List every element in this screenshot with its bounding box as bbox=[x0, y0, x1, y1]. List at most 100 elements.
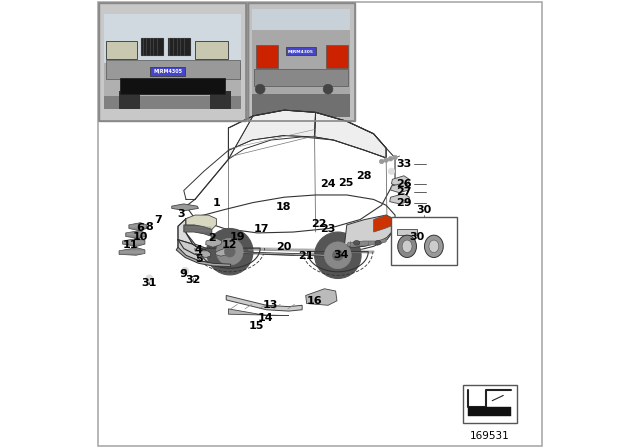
Polygon shape bbox=[306, 289, 337, 305]
Text: 23: 23 bbox=[321, 224, 336, 234]
Text: 10: 10 bbox=[132, 232, 148, 241]
Ellipse shape bbox=[424, 235, 444, 258]
Polygon shape bbox=[184, 225, 212, 237]
Text: 4: 4 bbox=[195, 245, 202, 255]
Polygon shape bbox=[468, 407, 511, 417]
Text: 22: 22 bbox=[311, 219, 327, 229]
Text: 29: 29 bbox=[396, 198, 412, 207]
Polygon shape bbox=[119, 248, 145, 255]
Bar bbox=[463, 385, 516, 423]
Text: 27: 27 bbox=[396, 187, 412, 197]
Polygon shape bbox=[348, 238, 386, 246]
Circle shape bbox=[216, 238, 243, 265]
Circle shape bbox=[183, 269, 187, 273]
Bar bbox=[248, 3, 355, 121]
Polygon shape bbox=[374, 215, 395, 232]
Ellipse shape bbox=[429, 240, 439, 253]
Ellipse shape bbox=[353, 241, 360, 245]
Bar bbox=[104, 15, 241, 109]
Circle shape bbox=[333, 250, 343, 261]
Circle shape bbox=[388, 156, 393, 161]
Text: M|RM4305: M|RM4305 bbox=[288, 49, 314, 53]
Circle shape bbox=[207, 228, 253, 275]
Text: 24: 24 bbox=[320, 179, 336, 189]
Bar bbox=[99, 3, 246, 121]
Circle shape bbox=[393, 155, 397, 159]
Polygon shape bbox=[129, 223, 147, 231]
Circle shape bbox=[315, 232, 361, 279]
Text: 20: 20 bbox=[276, 242, 291, 252]
Bar bbox=[195, 41, 228, 59]
Text: 34: 34 bbox=[333, 250, 349, 260]
Text: 33: 33 bbox=[396, 159, 412, 169]
Text: 1: 1 bbox=[212, 198, 220, 207]
Polygon shape bbox=[125, 231, 146, 238]
Circle shape bbox=[182, 267, 189, 275]
Circle shape bbox=[255, 84, 265, 94]
Polygon shape bbox=[215, 249, 230, 256]
Bar bbox=[150, 67, 185, 76]
Bar bbox=[104, 14, 241, 63]
Circle shape bbox=[384, 158, 388, 162]
Text: 13: 13 bbox=[262, 300, 278, 310]
Text: 25: 25 bbox=[338, 178, 353, 188]
Polygon shape bbox=[178, 240, 230, 265]
Bar bbox=[256, 45, 278, 68]
Text: 15: 15 bbox=[249, 321, 264, 331]
Bar bbox=[248, 3, 355, 121]
Text: 11: 11 bbox=[122, 241, 138, 250]
Text: 19: 19 bbox=[230, 232, 245, 241]
Circle shape bbox=[380, 159, 384, 164]
Polygon shape bbox=[205, 238, 221, 247]
Polygon shape bbox=[228, 252, 328, 256]
Bar bbox=[326, 45, 348, 68]
Bar bbox=[119, 91, 140, 109]
Bar bbox=[120, 78, 225, 95]
Text: 28: 28 bbox=[356, 171, 371, 181]
Text: 3: 3 bbox=[177, 209, 184, 219]
Polygon shape bbox=[172, 204, 198, 211]
Bar bbox=[390, 217, 457, 265]
Text: 18: 18 bbox=[276, 202, 291, 212]
Bar bbox=[106, 60, 239, 79]
Bar bbox=[252, 30, 350, 95]
Bar bbox=[168, 38, 189, 55]
Bar bbox=[252, 9, 350, 79]
Polygon shape bbox=[390, 194, 410, 204]
Bar bbox=[104, 96, 241, 109]
Circle shape bbox=[323, 84, 333, 94]
Circle shape bbox=[225, 246, 235, 257]
Text: 26: 26 bbox=[396, 179, 412, 189]
Polygon shape bbox=[200, 251, 211, 258]
Polygon shape bbox=[392, 176, 410, 186]
Circle shape bbox=[324, 242, 351, 269]
Polygon shape bbox=[186, 215, 216, 229]
Text: 9: 9 bbox=[180, 269, 188, 279]
Bar bbox=[254, 69, 348, 86]
Text: M|RM4305: M|RM4305 bbox=[153, 69, 182, 74]
Polygon shape bbox=[178, 219, 213, 254]
Bar bbox=[285, 47, 316, 55]
Circle shape bbox=[146, 275, 153, 282]
Text: 21: 21 bbox=[298, 251, 314, 261]
Text: 17: 17 bbox=[253, 224, 269, 234]
Polygon shape bbox=[228, 110, 316, 159]
Text: 14: 14 bbox=[258, 313, 273, 323]
Text: 5: 5 bbox=[195, 254, 202, 264]
Bar bbox=[210, 91, 231, 109]
Polygon shape bbox=[315, 112, 386, 158]
Text: 6: 6 bbox=[136, 224, 145, 233]
Polygon shape bbox=[123, 238, 145, 246]
Polygon shape bbox=[226, 296, 302, 311]
Text: 8: 8 bbox=[145, 222, 153, 232]
Polygon shape bbox=[228, 309, 289, 315]
Text: 12: 12 bbox=[222, 241, 237, 250]
Text: 2: 2 bbox=[208, 233, 216, 243]
Circle shape bbox=[388, 168, 395, 174]
Ellipse shape bbox=[397, 235, 417, 258]
Polygon shape bbox=[344, 215, 395, 247]
Text: 32: 32 bbox=[185, 275, 200, 285]
Bar bbox=[397, 229, 417, 235]
Bar bbox=[252, 94, 350, 117]
Text: 7: 7 bbox=[154, 215, 162, 225]
